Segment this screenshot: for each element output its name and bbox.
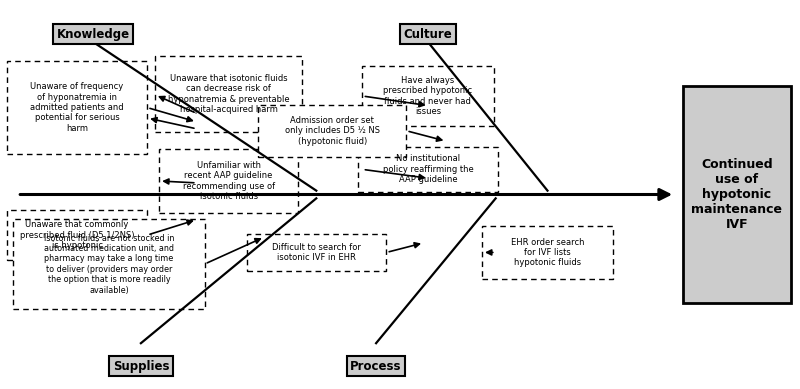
FancyBboxPatch shape bbox=[683, 86, 790, 303]
Text: Unaware of frequency
of hyponatremia in
admitted patients and
potential for seri: Unaware of frequency of hyponatremia in … bbox=[30, 82, 124, 133]
FancyBboxPatch shape bbox=[7, 210, 147, 260]
Text: Have always
prescribed hypotonic
fluids and never had
issues: Have always prescribed hypotonic fluids … bbox=[383, 76, 473, 116]
Text: Culture: Culture bbox=[403, 28, 452, 41]
Text: Unaware that commonly
prescribed fluid (D5 1/2NS)
is hypotonic: Unaware that commonly prescribed fluid (… bbox=[20, 220, 134, 250]
Text: Knowledge: Knowledge bbox=[57, 28, 130, 41]
Text: Supplies: Supplies bbox=[113, 360, 169, 373]
Text: Admission order set
only includes D5 ½ NS
(hypotonic fluid): Admission order set only includes D5 ½ N… bbox=[285, 116, 380, 145]
FancyBboxPatch shape bbox=[14, 219, 205, 309]
Text: EHR order search
for IVF lists
hypotonic fluids: EHR order search for IVF lists hypotonic… bbox=[510, 238, 584, 267]
FancyBboxPatch shape bbox=[482, 226, 614, 279]
FancyBboxPatch shape bbox=[258, 105, 406, 157]
Text: Isotonic fluids are not stocked in
automated medication unit, and
pharmacy may t: Isotonic fluids are not stocked in autom… bbox=[44, 233, 174, 294]
FancyBboxPatch shape bbox=[362, 66, 494, 126]
Text: Continued
use of
hypotonic
maintenance
IVF: Continued use of hypotonic maintenance I… bbox=[691, 158, 782, 231]
Text: No institutional
policy reaffirming the
AAP guideline: No institutional policy reaffirming the … bbox=[382, 154, 474, 184]
FancyBboxPatch shape bbox=[7, 61, 147, 154]
FancyBboxPatch shape bbox=[159, 149, 298, 213]
Text: Difficult to search for
isotonic IVF in EHR: Difficult to search for isotonic IVF in … bbox=[272, 243, 361, 262]
Text: Unfamiliar with
recent AAP guideline
recommending use of
isotonic fluids: Unfamiliar with recent AAP guideline rec… bbox=[182, 161, 274, 201]
FancyBboxPatch shape bbox=[246, 234, 386, 271]
FancyBboxPatch shape bbox=[358, 147, 498, 192]
FancyBboxPatch shape bbox=[155, 56, 302, 132]
Text: Unaware that isotonic fluids
can decrease risk of
hyponatremia & preventable
hos: Unaware that isotonic fluids can decreas… bbox=[168, 74, 290, 114]
Text: Process: Process bbox=[350, 360, 402, 373]
